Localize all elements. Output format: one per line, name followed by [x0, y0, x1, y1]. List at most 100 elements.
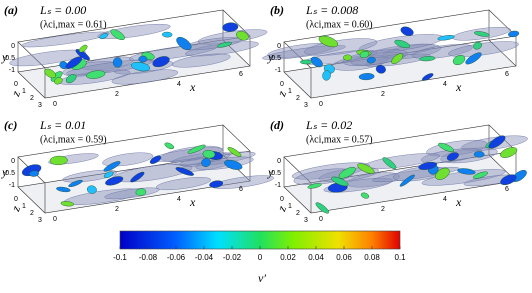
vortex-core — [375, 64, 386, 74]
vortex-surface — [448, 41, 519, 57]
z-tick-label: 3 — [38, 102, 42, 109]
vortex-core — [236, 30, 249, 41]
y-axis-label: y — [267, 50, 274, 64]
vortex-surface — [350, 52, 406, 66]
vortex-core — [394, 39, 411, 49]
vortex-core — [152, 56, 170, 68]
vortex-core — [343, 54, 353, 61]
y-tick-label: 0 — [11, 43, 15, 50]
parameter: Lₛ = 0.008 — [305, 3, 358, 17]
vortex-core — [138, 55, 148, 63]
vortex-core — [164, 142, 175, 150]
vortex-surface — [171, 53, 231, 68]
vortex-core — [508, 30, 520, 38]
vortex-surface — [262, 45, 346, 60]
z-tick-label: 2 — [296, 210, 300, 217]
vortex-core — [446, 152, 459, 161]
z-tick-label: 2 — [296, 95, 300, 102]
vortex-core — [86, 70, 106, 79]
colorbar-tick-label: 0 — [258, 253, 263, 262]
panel-label: (d) — [270, 118, 284, 132]
x-tick-label: 6 — [505, 71, 509, 78]
vortex-surface — [62, 169, 118, 183]
z-tick-label: 3 — [304, 102, 308, 109]
vortex-core — [99, 33, 109, 40]
z-axis-label: z — [8, 203, 23, 213]
parameter: Lₛ = 0.00 — [39, 3, 86, 17]
vortex-core — [135, 188, 147, 196]
x-tick-label: 0 — [319, 216, 323, 223]
z-tick-label: 2 — [30, 95, 34, 102]
y-tick-label: 0 — [277, 158, 281, 165]
lambda: (λci,max = 0.59) — [40, 134, 107, 145]
panel: (b) Lₛ = 0.008(λci,max = 0.60)y0-0.5-1z01… — [262, 3, 520, 109]
x-tick-label: 2 — [381, 206, 385, 213]
vortex-core — [399, 174, 415, 187]
vortex-core — [201, 158, 211, 167]
vortex-surface — [97, 23, 171, 39]
x-tick-label: 6 — [239, 71, 243, 78]
vortex-core — [307, 183, 322, 189]
vortex-core — [382, 157, 397, 170]
colorbar-tick-label: -0.06 — [167, 253, 186, 262]
vortex-core — [227, 147, 242, 157]
vortex-core — [391, 53, 404, 65]
lambda: (λci,max = 0.60) — [306, 19, 373, 30]
x-tick-label: 4 — [177, 81, 181, 88]
z-axis-label: z — [274, 88, 289, 98]
vortex-core — [457, 168, 476, 175]
vortex-core — [418, 161, 438, 170]
z-tick-label: 1 — [288, 88, 292, 95]
z-tick-label: 0 — [14, 81, 18, 88]
vortex-surface — [66, 59, 153, 76]
z-tick-label: 0 — [280, 81, 284, 88]
x-axis-label: x — [455, 80, 462, 94]
y-tick-label: -0.5 — [269, 55, 281, 62]
panel-label: (a) — [4, 3, 18, 17]
vortex-surface — [9, 49, 87, 67]
x-tick-label: 4 — [177, 196, 181, 203]
z-tick-label: 1 — [22, 203, 26, 210]
vortex-core — [130, 61, 151, 72]
vortex-core — [488, 135, 506, 149]
vortex-core — [318, 35, 339, 48]
vortex-core — [103, 161, 121, 172]
vortex-core — [130, 171, 145, 183]
x-tick-label: 2 — [115, 91, 119, 98]
vortex-core — [419, 56, 436, 62]
parameter: Lₛ = 0.02 — [305, 118, 352, 132]
vortex-core — [29, 170, 39, 177]
colorbar-tick-label: 0.1 — [394, 253, 406, 262]
z-tick-label: 0 — [14, 196, 18, 203]
vortex-core — [149, 155, 162, 164]
parameter: Lₛ = 0.01 — [39, 118, 86, 132]
vortex-core — [162, 31, 173, 38]
vortex-core — [366, 56, 376, 64]
vortex-core — [54, 77, 63, 85]
colorbar-tick-label: -0.04 — [195, 253, 214, 262]
y-tick-label: -0.5 — [269, 170, 281, 177]
vortex-core — [357, 163, 375, 174]
y-tick-label: -0.5 — [3, 170, 15, 177]
y-tick-label: 0 — [277, 43, 281, 50]
vortex-core — [217, 41, 232, 48]
vortex-surface — [342, 49, 408, 67]
vortex-core — [44, 68, 57, 79]
colorbar-tick-label: -0.08 — [139, 253, 158, 262]
vortex-core — [110, 29, 125, 41]
z-tick-label: 3 — [38, 217, 42, 224]
z-axis-label: z — [8, 88, 23, 98]
z-tick-label: 2 — [30, 210, 34, 217]
x-tick-label: 4 — [443, 196, 447, 203]
vortex-core — [49, 155, 68, 166]
lambda: (λci,max = 0.57) — [306, 134, 373, 145]
vortex-core — [105, 176, 124, 186]
colorbar-tick-label: 0.02 — [280, 253, 296, 262]
x-axis-label: x — [189, 80, 196, 94]
panel: (a) Lₛ = 0.00(λci,max = 0.61)y0-0.5-1z012… — [1, 3, 268, 109]
vortex-core — [202, 149, 216, 159]
y-tick-label: -1 — [275, 67, 281, 74]
x-tick-label: 0 — [53, 216, 57, 223]
vortex-core — [359, 51, 370, 59]
